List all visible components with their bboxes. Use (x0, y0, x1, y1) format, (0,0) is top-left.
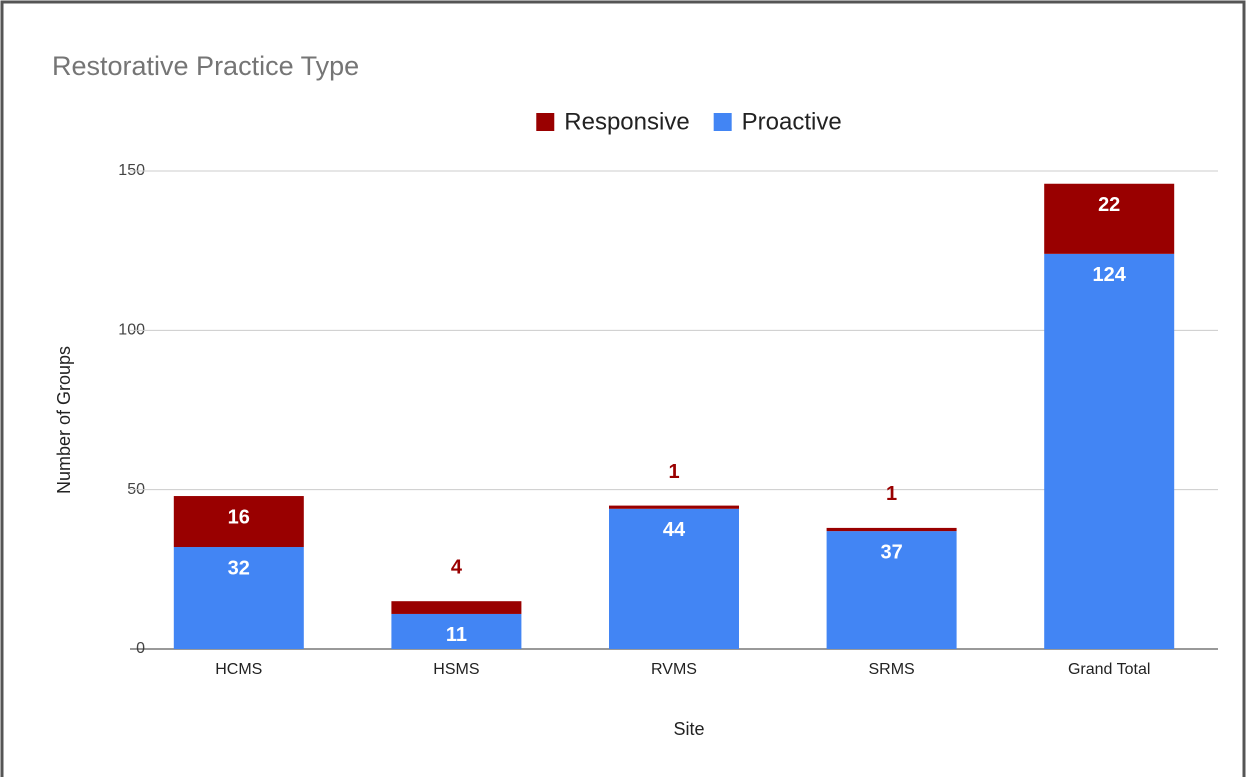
bar-segment (609, 508, 739, 649)
bar-segment (391, 601, 522, 614)
bar-segment (391, 613, 522, 649)
y-axis-label: Number of Groups (54, 346, 74, 494)
bar-segment (609, 505, 739, 509)
data-label: 16 (228, 506, 250, 528)
data-label: 44 (663, 519, 686, 541)
data-label: 4 (451, 556, 463, 578)
x-tick-label: RVMS (651, 661, 697, 678)
data-label: 22 (1098, 194, 1120, 216)
legend-swatch (713, 113, 732, 131)
data-label: 11 (446, 624, 467, 646)
bar-segment (173, 547, 304, 649)
x-tick-label: HSMS (433, 661, 479, 678)
bar-segment (173, 496, 304, 548)
x-tick-label: Grand Total (1068, 661, 1150, 678)
x-tick-label: SRMS (868, 661, 914, 678)
data-label: 1 (668, 461, 679, 483)
bar-segment (826, 531, 957, 649)
data-label: 37 (880, 541, 902, 563)
bar-segment (826, 527, 957, 532)
bar-segment (1044, 183, 1175, 254)
legend-label: Proactive (742, 108, 842, 135)
legend-label: Responsive (564, 108, 689, 135)
x-tick-label: HCMS (215, 661, 262, 678)
chart-title: Restorative Practice Type (52, 51, 359, 81)
data-label: 32 (228, 557, 250, 579)
data-label: 124 (1093, 264, 1127, 286)
x-axis-label: Site (673, 719, 704, 739)
legend-swatch (536, 113, 555, 131)
data-label: 1 (886, 483, 897, 505)
bar-segment (1044, 253, 1175, 649)
